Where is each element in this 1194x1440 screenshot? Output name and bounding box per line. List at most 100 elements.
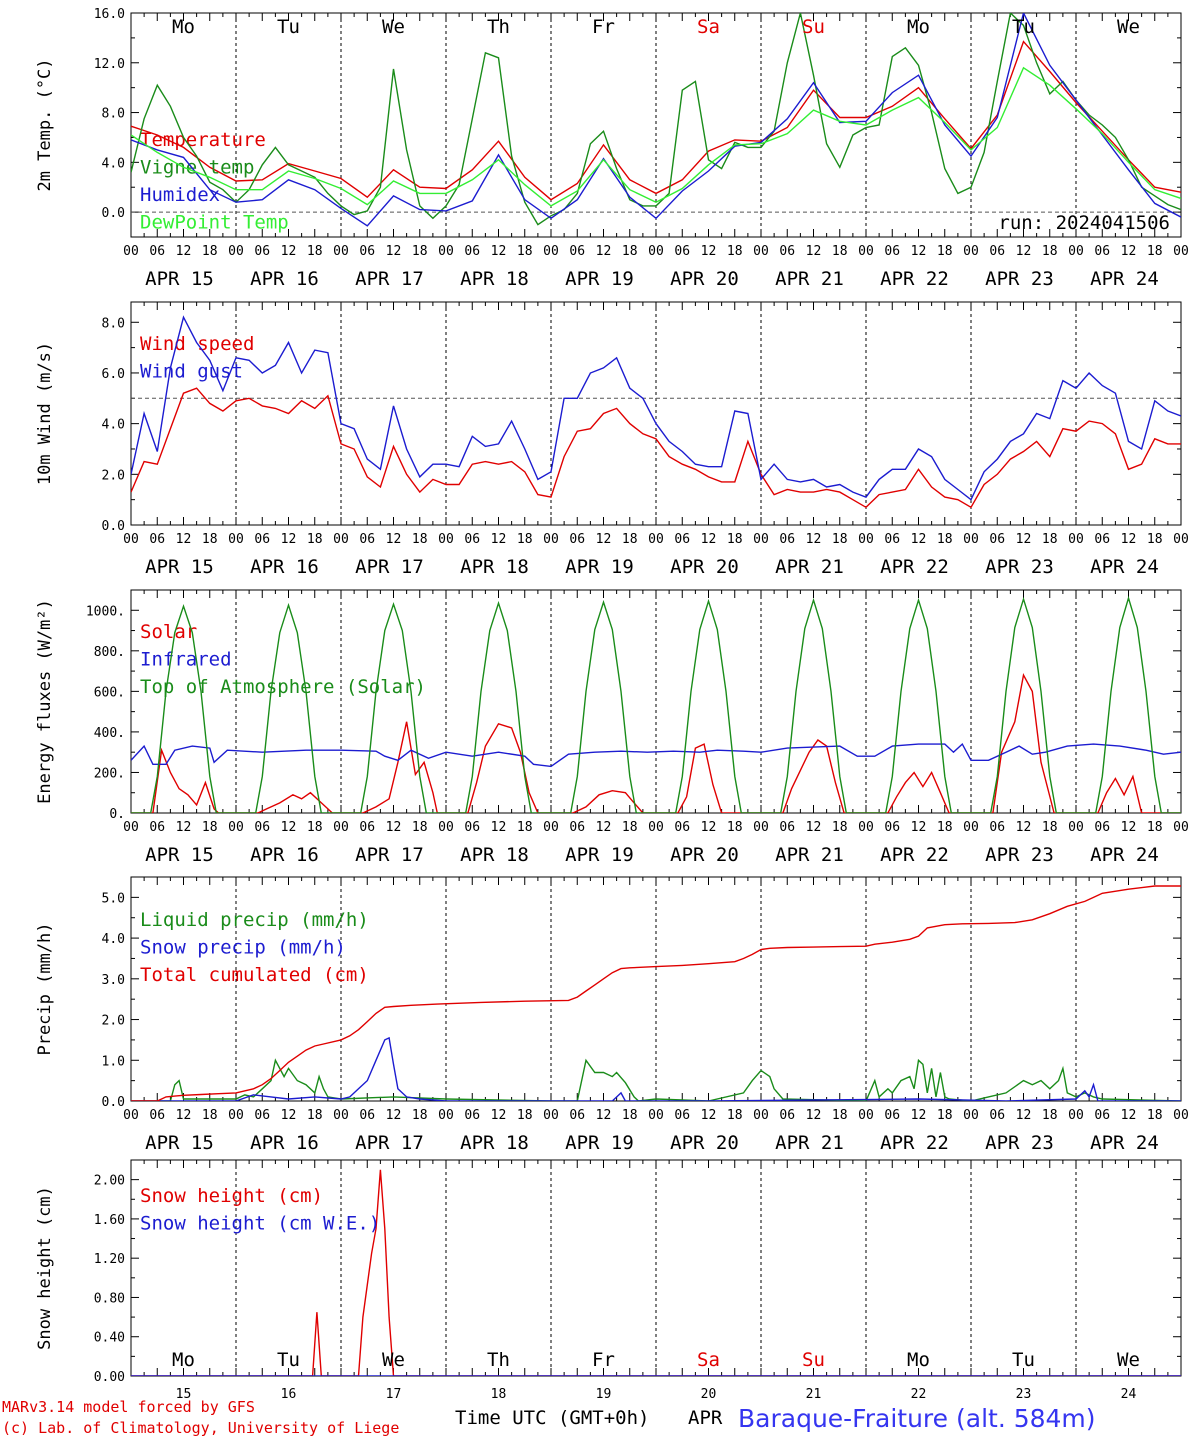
- hour-label: 12: [701, 244, 717, 259]
- legend-entry: Snow height (cm W.E.): [140, 1213, 380, 1235]
- hour-label: 06: [149, 820, 165, 835]
- hour-label: 12: [806, 820, 822, 835]
- hour-label: 06: [1094, 244, 1110, 259]
- y-tick-label: 0.0: [102, 206, 125, 221]
- hour-label: 12: [491, 532, 507, 547]
- series-line-infrared: [131, 742, 1181, 768]
- date-label: APR 16: [250, 268, 319, 290]
- day-of-week-label: Th: [487, 16, 510, 38]
- hour-label: 06: [464, 820, 480, 835]
- hour-label: 18: [832, 1108, 848, 1123]
- hour-label: 00: [858, 1108, 874, 1123]
- day-number-label: 15: [176, 1387, 192, 1402]
- hour-label: 00: [228, 244, 244, 259]
- hour-label: 00: [648, 244, 664, 259]
- hour-label: 00: [963, 820, 979, 835]
- date-label: APR 18: [460, 268, 529, 290]
- day-of-week-label: Tu: [1012, 16, 1035, 38]
- hour-label: 12: [1121, 820, 1137, 835]
- y-tick-label: 8.0: [102, 316, 125, 331]
- hour-label: 06: [1094, 1108, 1110, 1123]
- date-label: APR 23: [985, 1132, 1054, 1154]
- hour-label: 12: [1121, 532, 1137, 547]
- hour-label: 00: [648, 820, 664, 835]
- hour-label: 06: [569, 1108, 585, 1123]
- hour-label: 18: [937, 820, 953, 835]
- date-label: APR 24: [1090, 556, 1159, 578]
- y-tick-label: 4.0: [102, 932, 125, 947]
- day-of-week-label: Mo: [907, 16, 930, 38]
- y-tick-label: 600.: [94, 685, 125, 700]
- hour-label: 12: [281, 820, 297, 835]
- legend-entry: Snow height (cm): [140, 1185, 323, 1207]
- hour-label: 06: [779, 1108, 795, 1123]
- hour-label: 12: [911, 532, 927, 547]
- day-number-label: 19: [596, 1387, 612, 1402]
- date-label: APR 21: [775, 268, 844, 290]
- date-label: APR 20: [670, 556, 739, 578]
- hour-label: 12: [491, 820, 507, 835]
- hour-label: 18: [622, 820, 638, 835]
- hour-label: 00: [858, 820, 874, 835]
- y-tick-label: 200.: [94, 766, 125, 781]
- hour-label: 18: [1042, 1108, 1058, 1123]
- hour-label: 00: [438, 244, 454, 259]
- y-tick-label: 2.00: [94, 1174, 125, 1189]
- series-line-solar: [131, 673, 1181, 813]
- legend-entry: Solar: [140, 621, 197, 643]
- y-axis-title: 10m Wind (m/s): [35, 342, 55, 485]
- date-label: APR 16: [250, 556, 319, 578]
- series-line-wind-gust: [131, 315, 1181, 501]
- hour-label: 00: [753, 532, 769, 547]
- hour-label: 00: [648, 532, 664, 547]
- date-label: APR 24: [1090, 268, 1159, 290]
- date-label: APR 16: [250, 844, 319, 866]
- hour-label: 12: [596, 532, 612, 547]
- legend-entry: Top of Atmosphere (Solar): [140, 676, 426, 698]
- hour-label: 00: [963, 244, 979, 259]
- date-label: APR 15: [145, 1132, 214, 1154]
- hour-label: 00: [858, 532, 874, 547]
- day-number-label: 23: [1016, 1387, 1032, 1402]
- date-label: APR 19: [565, 268, 634, 290]
- date-label: APR 22: [880, 844, 949, 866]
- date-label: APR 18: [460, 844, 529, 866]
- hour-label: 06: [149, 532, 165, 547]
- hour-label: 18: [412, 244, 428, 259]
- y-tick-label: 0.80: [94, 1291, 125, 1306]
- hour-label: 12: [1121, 244, 1137, 259]
- hour-label: 12: [386, 820, 402, 835]
- hour-label: 00: [1068, 244, 1084, 259]
- hour-label: 06: [1094, 532, 1110, 547]
- y-tick-label: 3.0: [102, 973, 125, 988]
- hour-label: 18: [832, 244, 848, 259]
- credit-line: (c) Lab. of Climatology, University of L…: [2, 1419, 399, 1437]
- hour-label: 00: [1068, 1108, 1084, 1123]
- hour-label: 18: [202, 1108, 218, 1123]
- day-of-week-label: Sa: [697, 16, 720, 38]
- hour-label: 06: [884, 244, 900, 259]
- hour-label: 18: [1042, 244, 1058, 259]
- run-label: run: 2024041506: [998, 212, 1170, 234]
- panel-frame: [130, 589, 1182, 814]
- legend-entry: DewPoint Temp: [140, 212, 289, 234]
- date-label: APR 21: [775, 556, 844, 578]
- day-of-week-label: Su: [802, 1349, 825, 1371]
- hour-label: 12: [701, 820, 717, 835]
- hour-label: 12: [911, 1108, 927, 1123]
- y-tick-label: 6.0: [102, 367, 125, 382]
- hour-label: 06: [254, 532, 270, 547]
- hour-label: 18: [937, 532, 953, 547]
- hour-label: 06: [569, 244, 585, 259]
- hour-label: 12: [386, 244, 402, 259]
- hour-label: 06: [464, 532, 480, 547]
- hour-label: 00: [228, 820, 244, 835]
- hour-label: 00: [123, 1108, 139, 1123]
- y-tick-label: 800.: [94, 645, 125, 660]
- hour-label: 06: [779, 244, 795, 259]
- hour-label: 12: [386, 532, 402, 547]
- hour-label: 18: [622, 1108, 638, 1123]
- hour-label: 06: [254, 1108, 270, 1123]
- hour-label: 12: [911, 244, 927, 259]
- hour-label: 12: [491, 1108, 507, 1123]
